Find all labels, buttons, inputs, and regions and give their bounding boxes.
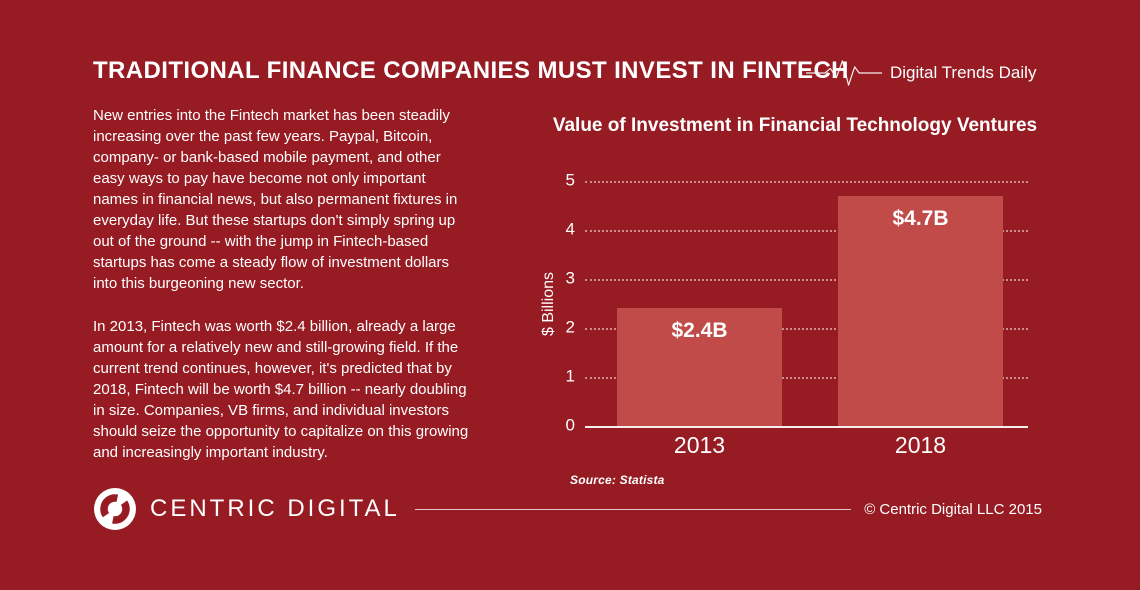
- article-paragraph-2: In 2013, Fintech was worth $2.4 billion,…: [93, 318, 469, 461]
- brand-group: Digital Trends Daily: [806, 52, 1036, 94]
- article-paragraph-1: New entries into the Fintech market has …: [93, 107, 458, 292]
- y-tick-2: 2: [565, 317, 575, 337]
- footer-logo-text: CENTRIC DIGITAL: [150, 495, 400, 522]
- y-tick-4: 4: [565, 219, 575, 239]
- gridline-2: [585, 328, 1028, 330]
- gridline-3: [585, 279, 1028, 281]
- heartbeat-pulse-icon: [806, 60, 882, 86]
- page-title: TRADITIONAL FINANCE COMPANIES MUST INVES…: [93, 57, 849, 84]
- bar-value-2013: $2.4B: [671, 319, 728, 343]
- y-tick-5: 5: [565, 170, 575, 190]
- bar-chart: Value of Investment in Financial Technol…: [540, 115, 1045, 487]
- brand-label: Digital Trends Daily: [890, 63, 1037, 82]
- copyright-text: © Centric Digital LLC 2015: [864, 500, 1042, 518]
- source-note: Source: Statista: [570, 473, 665, 487]
- y-tick-1: 1: [565, 366, 575, 386]
- y-tick-0: 0: [565, 415, 575, 435]
- centric-digital-logo-icon: [94, 488, 136, 530]
- x-label-2018: 2018: [894, 432, 947, 458]
- y-axis-label: $ Billions: [540, 271, 557, 336]
- x-label-2013: 2013: [673, 432, 726, 458]
- gridline-4: [585, 230, 1028, 232]
- gridline-5: [585, 181, 1028, 183]
- bar-value-2018: $4.7B: [892, 206, 949, 230]
- chart-title: Value of Investment in Financial Technol…: [552, 115, 1038, 136]
- plot-area: 5 4 3 2 1 0 $ Billions $2.4B $4.7B 2013 …: [540, 171, 1028, 458]
- bar-2013: $2.4B: [617, 308, 782, 426]
- article-text: New entries into the Fintech market has …: [93, 105, 473, 463]
- footer: CENTRIC DIGITAL © Centric Digital LLC 20…: [93, 486, 1042, 532]
- footer-divider-line: [414, 508, 852, 510]
- y-tick-3: 3: [565, 268, 575, 288]
- bar-2018: $4.7B: [838, 195, 1003, 426]
- gridline-1: [585, 377, 1028, 379]
